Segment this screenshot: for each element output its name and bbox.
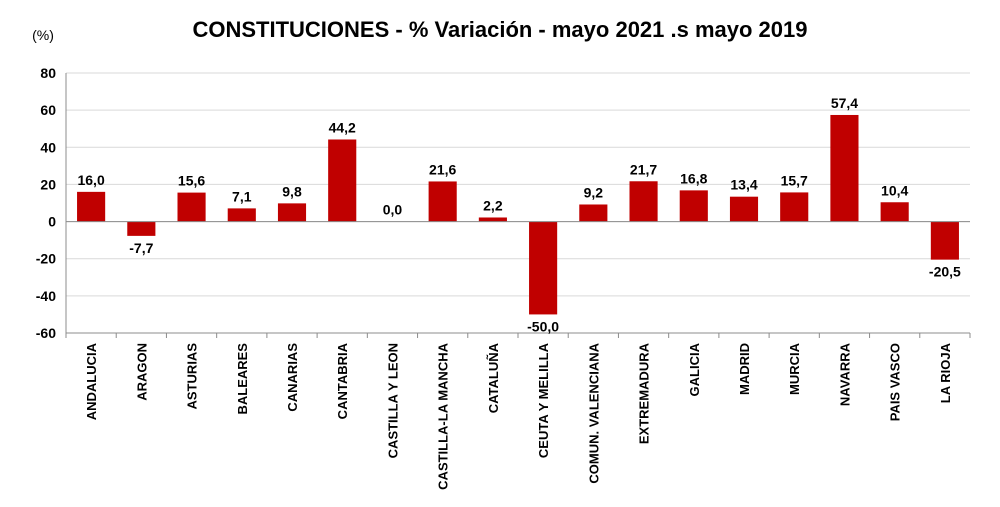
bar	[478, 217, 507, 222]
data-label: 0,0	[383, 202, 403, 218]
x-tick-label: CASTILLA Y LEON	[385, 343, 400, 458]
data-label: 21,7	[630, 161, 657, 177]
y-tick-label: -60	[36, 325, 56, 341]
bar	[428, 181, 457, 222]
bar	[880, 202, 909, 222]
y-tick-label: -40	[36, 288, 56, 304]
x-tick-label: ANDALUCIA	[84, 342, 99, 420]
x-tick-label: CANARIAS	[285, 343, 300, 412]
data-label: -7,7	[129, 240, 153, 256]
data-label: -50,0	[527, 318, 559, 334]
x-tick-label: CEUTA Y MELILLA	[536, 342, 551, 458]
x-tick-label: MADRID	[737, 343, 752, 395]
x-tick-label: CANTABRIA	[335, 342, 350, 419]
bar	[830, 114, 859, 222]
bar	[679, 190, 708, 222]
x-tick-label: COMUN. VALENCIANA	[586, 342, 601, 483]
bar	[579, 204, 608, 222]
bar	[930, 221, 959, 260]
x-tick-label: CATALUÑA	[486, 342, 501, 413]
x-axis-tick-labels: ANDALUCIA ARAGON ASTURIAS BALEARES CANARIAS C…	[84, 342, 953, 489]
y-tick-label: 40	[40, 139, 56, 155]
x-tick-label: ARAGON	[134, 343, 149, 401]
data-label: 21,6	[429, 161, 456, 177]
data-label: 44,2	[329, 119, 356, 135]
bar	[177, 192, 206, 222]
x-tick-label: LA RIOJA	[938, 342, 953, 403]
x-tick-label: NAVARRA	[837, 342, 852, 406]
y-axis-tick-labels: -60 -40 -20 0 20 40 60 80	[36, 65, 56, 341]
y-tick-label: 80	[40, 65, 56, 81]
y-tick-label: 20	[40, 176, 56, 192]
bar	[629, 181, 658, 222]
x-tick-label: ASTURIAS	[185, 343, 200, 410]
y-unit-label: (%)	[32, 27, 54, 43]
data-label: 57,4	[831, 95, 858, 111]
data-label: 15,7	[781, 172, 808, 188]
bar	[780, 192, 809, 222]
axes	[65, 73, 971, 338]
data-label: 16,8	[680, 170, 707, 186]
data-label: 9,8	[282, 183, 302, 199]
bar	[277, 203, 307, 222]
x-tick-label: GALICIA	[687, 342, 702, 396]
x-tick-label: MURCIA	[787, 342, 802, 395]
bar	[729, 196, 759, 222]
bar	[77, 191, 106, 222]
bar	[529, 221, 558, 315]
data-label: -20,5	[929, 264, 961, 280]
y-tick-label: 0	[48, 214, 56, 230]
data-label: 15,6	[178, 173, 205, 189]
data-label: 7,1	[232, 188, 252, 204]
bar	[227, 208, 256, 222]
data-label: 16,0	[77, 172, 104, 188]
data-label: 9,2	[584, 184, 604, 200]
bar	[127, 221, 156, 236]
x-tick-label: CASTILLA-LA MANCHA	[436, 342, 451, 489]
data-label: 13,4	[730, 177, 757, 193]
y-tick-label: -20	[36, 251, 56, 267]
data-label: 10,4	[881, 182, 908, 198]
x-tick-label: PAIS VASCO	[888, 343, 903, 421]
x-tick-label: BALEARES	[235, 343, 250, 415]
bar	[328, 139, 357, 222]
y-tick-label: 60	[40, 102, 56, 118]
data-label: 2,2	[483, 197, 503, 213]
x-tick-label: EXTREMADURA	[637, 342, 652, 444]
data-labels: 16,0 -7,7 15,6 7,1 9,8 44,2 0,0 21,6 2,2 -50,0 9,2…	[77, 95, 961, 334]
chart-title: CONSTITUCIONES - % Variación - mayo 2021…	[192, 17, 807, 42]
bars	[77, 114, 959, 315]
